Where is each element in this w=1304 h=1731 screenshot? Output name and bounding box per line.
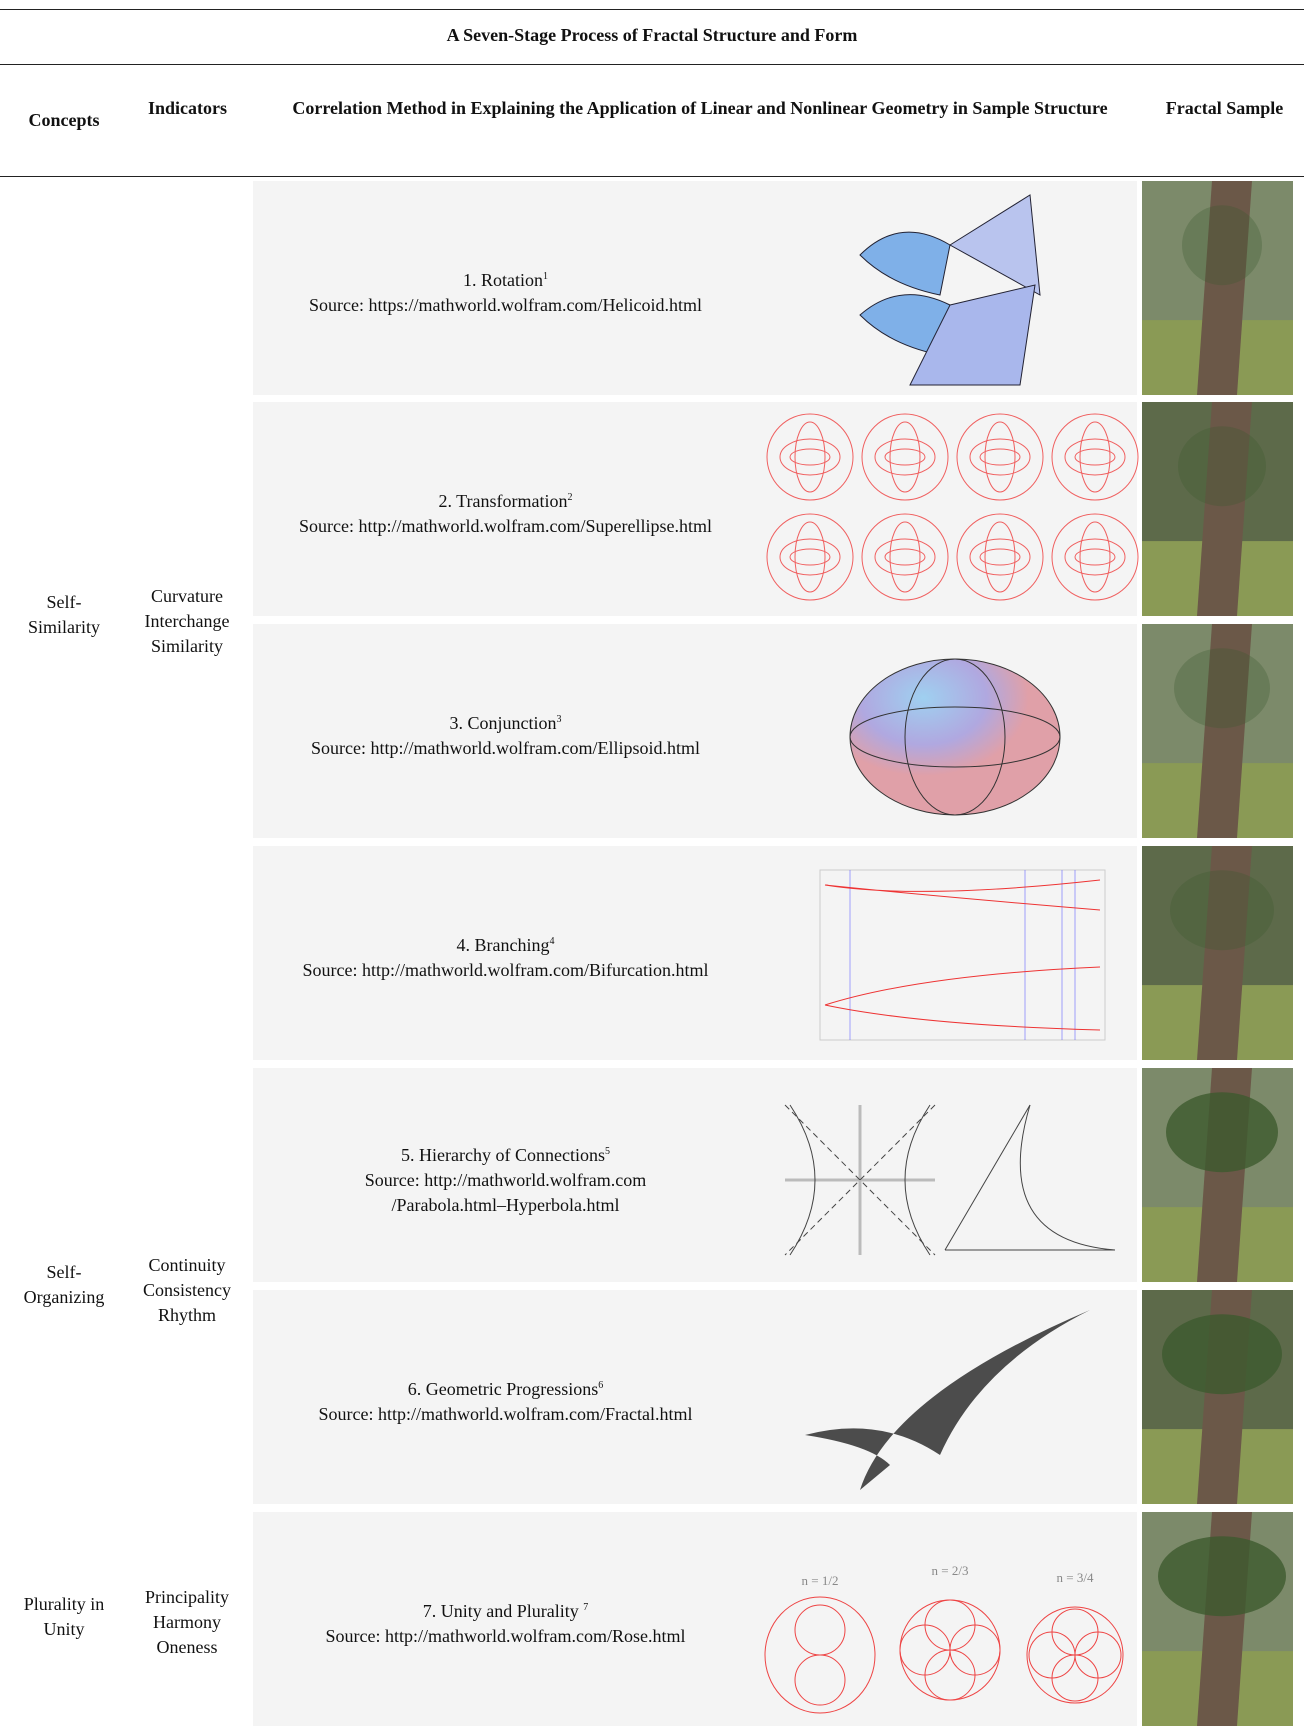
fern-figure xyxy=(805,1310,1090,1490)
method-cell: 6. Geometric Progressions6 Source: http:/… xyxy=(253,1373,758,1427)
bifurcation-figure xyxy=(819,869,1106,1041)
sample-photo xyxy=(1142,846,1293,1060)
footnote-mark: 4 xyxy=(549,936,555,947)
source-line: Source: http://mathworld.wolfram.com/Bif… xyxy=(302,960,709,980)
concept-cell: Self- Similarity xyxy=(0,590,128,640)
source-line: Source: http://mathworld.wolfram.com/Fra… xyxy=(318,1404,693,1424)
concept-cell: Self- Organizing xyxy=(0,1260,128,1310)
row-background xyxy=(253,1290,1137,1504)
method-title: 7. Unity and Plurality 7 xyxy=(253,1595,758,1624)
rule xyxy=(0,9,1304,10)
method-title: 5. Hierarchy of Connections5 xyxy=(253,1139,758,1168)
method-cell: 3. Conjunction3 Source: http://mathworld.… xyxy=(253,707,758,761)
indicator: Oneness xyxy=(156,1636,218,1657)
method-title: 6. Geometric Progressions6 xyxy=(253,1373,758,1402)
indicator: Harmony xyxy=(153,1611,221,1632)
row-background xyxy=(253,846,1137,1060)
row-background xyxy=(253,402,1137,616)
method-name: 3. Conjunction xyxy=(449,713,557,733)
method-name: 6. Geometric Progressions xyxy=(407,1379,599,1399)
footnote-mark: 1 xyxy=(543,271,548,282)
indicator: Curvature xyxy=(151,585,223,606)
indicator: Rhythm xyxy=(157,1304,216,1325)
source-line: Source: http://mathworld.wolfram.com xyxy=(364,1170,647,1190)
source-line: Source: http://mathworld.wolfram.com/Sup… xyxy=(299,516,712,536)
method-cell: 7. Unity and Plurality 7 Source: http://m… xyxy=(253,1595,758,1649)
source-line: Source: https://mathworld.wolfram.com/He… xyxy=(309,295,702,315)
indicator: Principality xyxy=(145,1586,229,1607)
indicator-cell: Principality Harmony Oneness xyxy=(128,1585,246,1660)
footnote-mark: 5 xyxy=(604,1146,610,1157)
rose-figure: n = 1/2 n = 2/3 n = 3/4 xyxy=(764,1563,1124,1714)
method-name: 2. Transformation xyxy=(438,491,568,511)
concept-line: Organizing xyxy=(23,1287,105,1307)
rule xyxy=(0,64,1304,65)
rose-label: n = 3/4 xyxy=(1057,1570,1094,1585)
source-line: Source: http://mathworld.wolfram.com/Ros… xyxy=(325,1626,686,1646)
sample-photo xyxy=(1142,402,1293,616)
sample-photo xyxy=(1142,1290,1293,1504)
method-cell: 2. Transformation2 Source: http://mathwor… xyxy=(253,485,758,539)
concept-line: Plurality in xyxy=(23,1594,105,1614)
header: Indicators xyxy=(147,98,227,118)
concept-cell: Plurality in Unity xyxy=(0,1592,128,1642)
header: Correlation Method in Explaining the App… xyxy=(292,98,1108,118)
concept-line: Unity xyxy=(43,1619,85,1639)
concept-line: Self- xyxy=(46,1262,82,1282)
header: Concepts xyxy=(28,110,100,130)
method-cell: 1. Rotation1 Source: https://mathworld.wo… xyxy=(253,264,758,318)
indicator: Interchange xyxy=(144,610,230,631)
sample-photo xyxy=(1142,181,1293,395)
footnote-mark: 6 xyxy=(598,1380,604,1391)
source-line: /Parabola.html–Hyperbola.html xyxy=(391,1195,620,1215)
sample-photo xyxy=(1142,624,1293,838)
method-title: 3. Conjunction3 xyxy=(253,707,758,736)
method-cell: 5. Hierarchy of Connections5 Source: http… xyxy=(253,1139,758,1218)
rule xyxy=(0,176,1304,177)
method-name: 5. Hierarchy of Connections xyxy=(401,1145,605,1165)
method-cell: 4. Branching4 Source: http://mathworld.wo… xyxy=(253,929,758,983)
method-name: 1. Rotation xyxy=(463,270,543,290)
concept-line: Similarity xyxy=(28,617,100,637)
method-title: 2. Transformation2 xyxy=(253,485,758,514)
method-title: 4. Branching4 xyxy=(253,929,758,958)
indicator: Similarity xyxy=(151,635,223,656)
conics-figure xyxy=(784,1104,1116,1256)
ellipsoid-figure xyxy=(849,658,1061,816)
sample-photo xyxy=(1142,1512,1293,1726)
concept-line: Self- xyxy=(46,592,82,612)
rose-label: n = 1/2 xyxy=(802,1573,839,1588)
footnote-mark: 7 xyxy=(583,1602,589,1613)
rose-label: n = 2/3 xyxy=(932,1563,969,1578)
method-title: 1. Rotation1 xyxy=(253,264,758,293)
indicator: Consistency xyxy=(143,1279,231,1300)
footnote-mark: 3 xyxy=(556,714,562,725)
footnote-mark: 2 xyxy=(567,492,573,503)
helicoid-figure xyxy=(859,194,1041,386)
table-title: A Seven-Stage Process of Fractal Structu… xyxy=(446,25,858,45)
header: Fractal Sample xyxy=(1165,98,1284,118)
sample-photo xyxy=(1142,1068,1293,1282)
method-name: 7. Unity and Plurality xyxy=(422,1601,584,1621)
source-line: Source: http://mathworld.wolfram.com/Ell… xyxy=(311,738,700,758)
method-name: 4. Branching xyxy=(456,935,550,955)
superellipse-figure xyxy=(766,413,1139,601)
indicator-cell: Continuity Consistency Rhythm xyxy=(128,1253,246,1328)
indicator: Continuity xyxy=(148,1254,226,1275)
indicator-cell: Curvature Interchange Similarity xyxy=(128,584,246,659)
row-background xyxy=(253,1068,1137,1282)
